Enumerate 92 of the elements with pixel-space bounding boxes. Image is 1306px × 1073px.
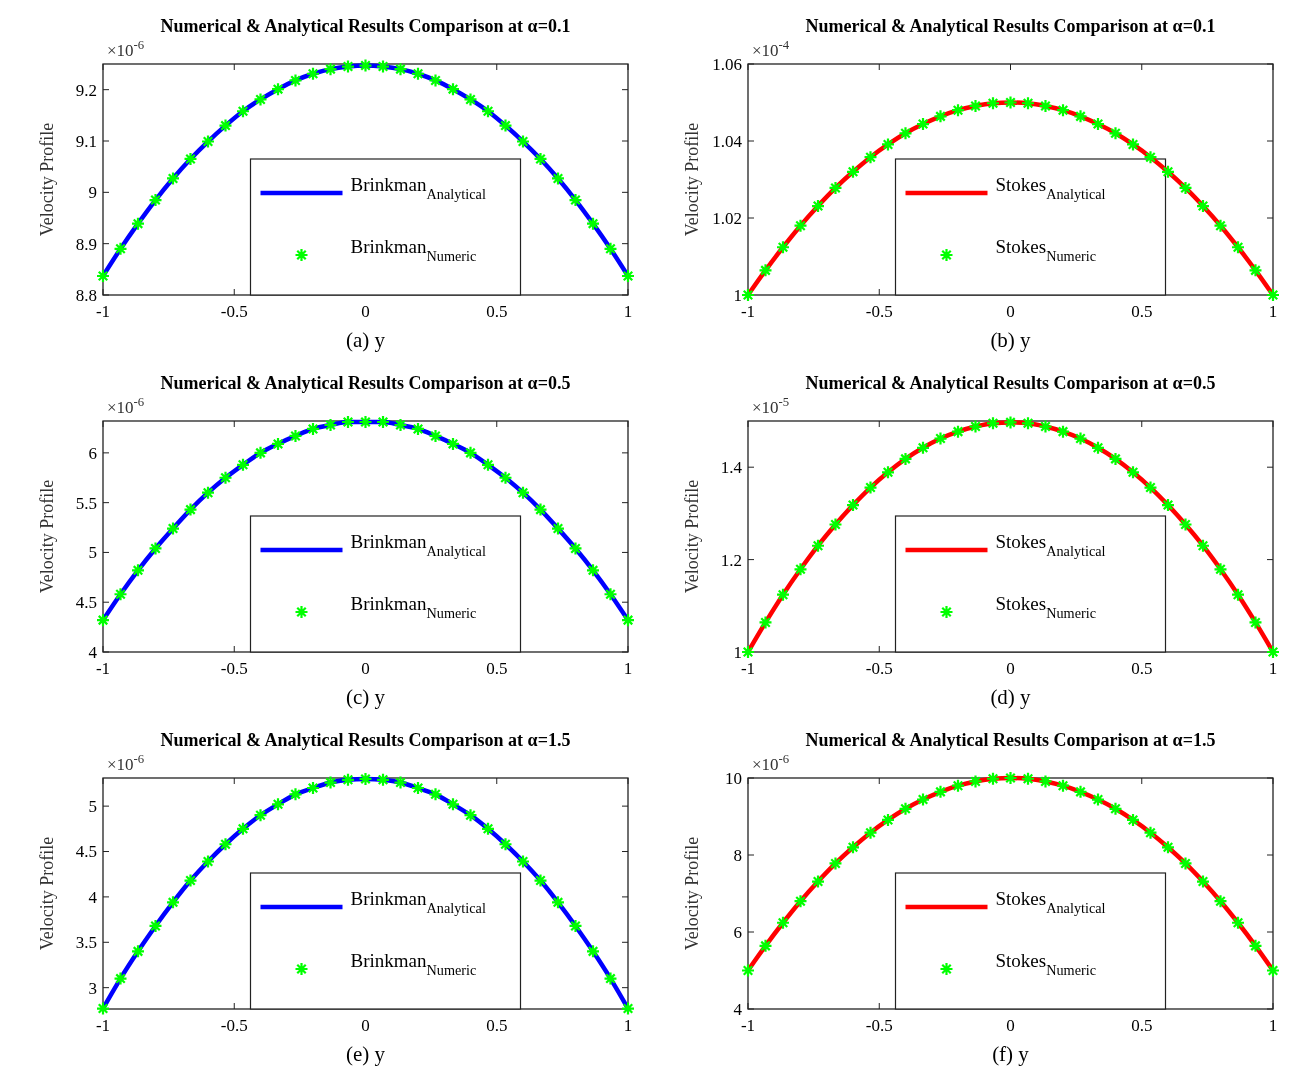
x-tick-label: 0 (1006, 302, 1015, 321)
y-tick-label: 4 (88, 887, 98, 907)
x-axis-title: (a) y (345, 328, 386, 352)
x-tick-label: 0 (361, 302, 370, 321)
y-tick-label: 6 (733, 922, 742, 942)
y-tick-label: 9.2 (75, 80, 97, 100)
x-tick-label: 1 (1268, 302, 1278, 321)
legend-label: Brinkman$_{Numeric}$ (350, 593, 477, 621)
text: ×10$^{-6}$ (752, 752, 790, 774)
y-tick-label: 1.06 (712, 54, 742, 74)
y-tick-label: 8 (733, 845, 742, 865)
x-axis-title: (b) y (990, 328, 1032, 352)
y-tick-label: 6 (88, 443, 97, 463)
y-tick-label: 1.04 (712, 131, 743, 151)
x-tick-label: 1 (623, 659, 633, 678)
chart-title: Numerical & Analytical Results Comparison at α=0.5 (805, 373, 1216, 393)
x-tick-label: -0.5 (865, 1016, 893, 1035)
x-tick-label: -1 (740, 659, 756, 678)
x-axis-title: (d) y (990, 685, 1032, 709)
y-axis-title: Velocity Profile (37, 479, 57, 594)
legend-label: Brinkman$_{Numeric}$ (350, 950, 477, 978)
y-axis-title: Velocity Profile (37, 836, 57, 951)
x-tick-label: -0.5 (865, 302, 893, 321)
x-tick-label: 0.5 (1131, 302, 1153, 321)
x-tick-label: 0.5 (486, 1016, 508, 1035)
y-tick-label: 1 (733, 285, 742, 305)
y-tick-label: 10 (725, 768, 742, 788)
chart-title: Numerical & Analytical Results Comparison at α=1.5 (805, 730, 1216, 750)
x-tick-label: -0.5 (220, 302, 248, 321)
y-axis-title: Velocity Profile (682, 122, 702, 237)
y-tick-label: 4.5 (75, 593, 97, 613)
text: ×10$^{-6}$ (107, 38, 145, 60)
x-tick-label: 0 (361, 659, 370, 678)
y-tick-label: 9 (88, 183, 97, 203)
x-tick-label: -0.5 (220, 659, 248, 678)
legend-label: Brinkman$_{Analytical}$ (350, 174, 486, 202)
y-axis-title: Velocity Profile (682, 836, 702, 951)
x-tick-label: 0 (361, 1016, 370, 1035)
y-tick-label: 9.1 (75, 131, 97, 151)
x-tick-label: 0 (1006, 1016, 1015, 1035)
x-tick-label: 0 (1006, 659, 1015, 678)
legend-label: Stokes$_{Analytical}$ (995, 888, 1106, 916)
x-tick-label: -1 (95, 1016, 111, 1035)
y-axis-title: Velocity Profile (37, 122, 57, 237)
y-tick-label: 1 (733, 642, 742, 662)
chart-title: Numerical & Analytical Results Comparison at α=0.1 (160, 16, 571, 36)
text: ×10$^{-5}$ (752, 395, 790, 417)
y-tick-label: 3 (88, 978, 97, 998)
y-tick-label: 5 (88, 797, 97, 817)
x-tick-label: -1 (95, 302, 111, 321)
x-axis-title: (f) y (992, 1042, 1030, 1066)
y-tick-label: 4 (733, 999, 743, 1019)
text: ×10$^{-6}$ (107, 395, 145, 417)
chart-title: Numerical & Analytical Results Comparison at α=1.5 (160, 730, 571, 750)
x-tick-label: -0.5 (220, 1016, 248, 1035)
legend-label: Stokes$_{Numeric}$ (995, 236, 1097, 264)
legend-label: Brinkman$_{Numeric}$ (350, 236, 477, 264)
legend-label: Brinkman$_{Analytical}$ (350, 888, 486, 916)
y-tick-label: 5 (88, 543, 97, 563)
legend-label: Brinkman$_{Analytical}$ (350, 531, 486, 559)
x-tick-label: 0.5 (486, 659, 508, 678)
chart-title: Numerical & Analytical Results Comparison at α=0.1 (805, 16, 1216, 36)
y-axis-title: Velocity Profile (682, 479, 702, 594)
text: ×10$^{-4}$ (752, 38, 790, 60)
x-tick-label: 1 (623, 1016, 633, 1035)
y-tick-label: 8.8 (75, 285, 97, 305)
legend-label: Stokes$_{Analytical}$ (995, 174, 1106, 202)
x-tick-label: 0.5 (486, 302, 508, 321)
legend-label: Stokes$_{Analytical}$ (995, 531, 1106, 559)
x-tick-label: 1 (1268, 1016, 1278, 1035)
y-tick-label: 1.02 (712, 208, 742, 228)
legend-label: Stokes$_{Numeric}$ (995, 593, 1097, 621)
legend-label: Stokes$_{Numeric}$ (995, 950, 1097, 978)
y-tick-label: 8.9 (75, 234, 97, 254)
x-axis-title: (c) y (345, 685, 386, 709)
x-tick-label: 1 (623, 302, 633, 321)
x-tick-label: 1 (1268, 659, 1278, 678)
y-tick-label: 1.4 (720, 458, 743, 478)
x-tick-label: -0.5 (865, 659, 893, 678)
x-tick-label: -1 (740, 1016, 756, 1035)
y-tick-label: 4 (88, 642, 98, 662)
x-axis-title: (e) y (345, 1042, 386, 1066)
x-tick-label: -1 (95, 659, 111, 678)
x-tick-label: -1 (740, 302, 756, 321)
y-tick-label: 3.5 (75, 933, 97, 953)
y-tick-label: 5.5 (75, 493, 97, 513)
text: ×10$^{-6}$ (107, 752, 145, 774)
x-tick-label: 0.5 (1131, 1016, 1153, 1035)
y-tick-label: 4.5 (75, 842, 97, 862)
y-tick-label: 1.2 (720, 550, 742, 570)
chart-title: Numerical & Analytical Results Comparison at α=0.5 (160, 373, 571, 393)
x-tick-label: 0.5 (1131, 659, 1153, 678)
